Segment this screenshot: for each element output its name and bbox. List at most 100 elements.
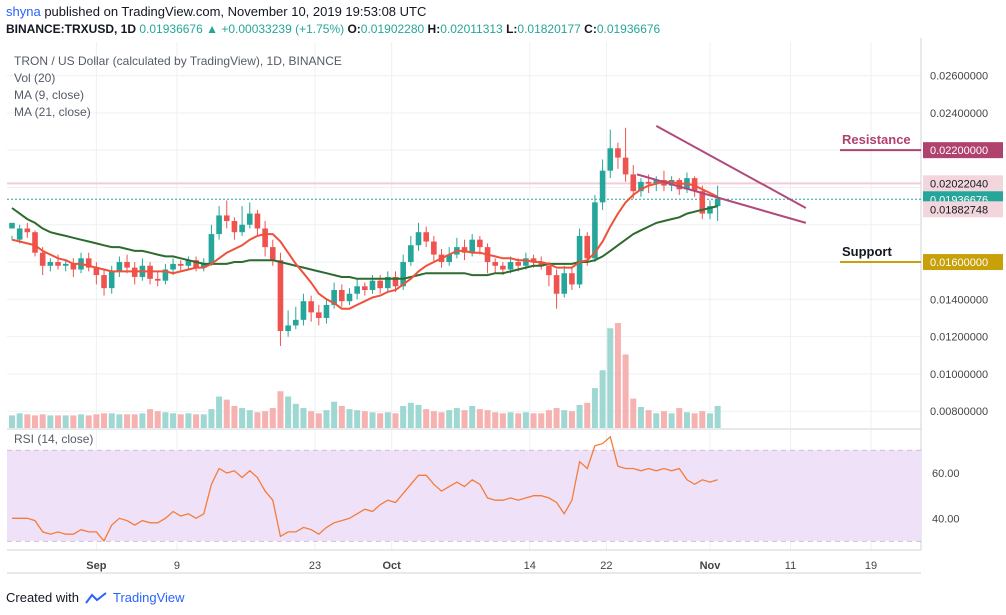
price-label-text: 0.01882748: [930, 204, 988, 216]
candle-body: [185, 260, 192, 266]
candle-body: [546, 265, 552, 276]
candle-body: [400, 262, 406, 287]
volume-bar: [515, 413, 522, 428]
price-tick-label: 0.00800000: [930, 406, 988, 418]
volume-bar: [323, 410, 330, 428]
candle-body: [239, 224, 245, 233]
volume-bar: [32, 415, 39, 428]
candle-body: [492, 262, 499, 266]
price-label-box: [923, 254, 1003, 271]
volume-bar: [461, 410, 468, 428]
volume-bar: [507, 412, 514, 428]
volume-bar: [93, 414, 100, 428]
candle-body: [645, 181, 652, 184]
volume-bar: [637, 407, 644, 428]
volume-bar: [177, 414, 184, 428]
volume-bar: [101, 413, 108, 428]
candle-body: [24, 228, 31, 233]
high-value: 0.02011313: [440, 22, 503, 36]
candle-body: [108, 271, 115, 289]
time-tick-label: Sep: [86, 560, 106, 572]
candle-body: [85, 258, 92, 268]
open-label: O:: [347, 22, 361, 36]
candle-body: [300, 301, 307, 320]
volume-bar: [668, 413, 675, 428]
volume-bar: [614, 323, 621, 428]
volume-bar: [561, 410, 568, 428]
time-tick-label: 14: [524, 560, 536, 572]
volume-bar: [415, 404, 422, 428]
volume-bar: [354, 410, 361, 428]
volume-bar: [116, 414, 123, 428]
candle-body: [162, 269, 169, 281]
candle-body: [101, 275, 107, 289]
candle-body: [576, 235, 583, 285]
volume-bar: [438, 412, 445, 428]
price-tick-label: 0.01400000: [930, 294, 988, 306]
candle-body: [561, 273, 568, 294]
rsi-band: [7, 450, 921, 541]
candle-body: [47, 262, 54, 266]
price-tick-label: 0.02600000: [930, 71, 988, 83]
volume-bar: [200, 414, 207, 428]
volume-bar: [16, 413, 23, 428]
vol-legend: Vol (20): [14, 71, 55, 85]
candle-body: [707, 206, 713, 214]
candle-body: [630, 174, 637, 192]
volume-bar: [154, 411, 161, 428]
volume-bar: [653, 413, 660, 428]
grid-lines: [7, 38, 922, 574]
candles: [9, 127, 721, 346]
price-tick-label: 0.01000000: [930, 369, 988, 381]
candle-body: [653, 179, 660, 184]
candle-body: [599, 170, 606, 203]
volume-bar: [400, 405, 407, 428]
volume-bar: [338, 405, 345, 428]
candle-body: [392, 276, 399, 287]
candle-body: [62, 263, 69, 266]
tradingview-link[interactable]: TradingView: [112, 590, 185, 605]
volume-bar: [308, 411, 315, 428]
volume-bar: [170, 413, 177, 428]
volume-bar: [193, 414, 200, 428]
volume-bar: [538, 413, 545, 428]
candle-body: [469, 239, 475, 253]
time-tick-label: 22: [600, 560, 612, 572]
axes: 0.02600000 0.02400000 0.01400000 0.01200000…: [86, 71, 1003, 572]
volume-bar: [607, 328, 614, 428]
support-label: Support: [842, 244, 892, 259]
volume-bar: [139, 413, 146, 428]
candle-body: [269, 247, 276, 261]
low-value: 0.01820177: [517, 22, 581, 36]
candle-body: [339, 290, 345, 302]
publisher-username[interactable]: shyna: [6, 4, 41, 19]
volume-bar: [645, 410, 652, 428]
candle-body: [262, 228, 268, 248]
channel-lower-line: [636, 173, 807, 224]
candle-body: [507, 262, 514, 270]
candle-body: [292, 319, 299, 326]
up-triangle-icon: ▲: [206, 22, 218, 36]
volume-bar: [377, 413, 384, 428]
candle-body: [277, 260, 284, 332]
candle-body: [515, 262, 522, 266]
volume-bar: [484, 410, 491, 428]
created-with-text: Created with: [6, 590, 79, 605]
ohlc-header: BINANCE:TRXUSD, 1D 0.01936676 ▲ +0.00033…: [6, 22, 660, 36]
price-label-text: 0.01600000: [930, 257, 988, 269]
volume-bar: [162, 412, 169, 428]
candle-body: [208, 234, 215, 264]
chart-title: TRON / US Dollar (calculated by TradingV…: [14, 54, 342, 68]
candle-body: [415, 232, 422, 246]
volume-bar: [660, 411, 667, 428]
candle-body: [193, 260, 199, 268]
volume-bar: [124, 414, 131, 428]
volume-bar: [24, 414, 31, 428]
price-label-box: [923, 175, 1003, 192]
candle-body: [70, 263, 77, 270]
candle-body: [553, 275, 560, 294]
candle-body: [523, 258, 529, 266]
volume-bar: [231, 405, 238, 428]
candle-body: [346, 293, 353, 302]
